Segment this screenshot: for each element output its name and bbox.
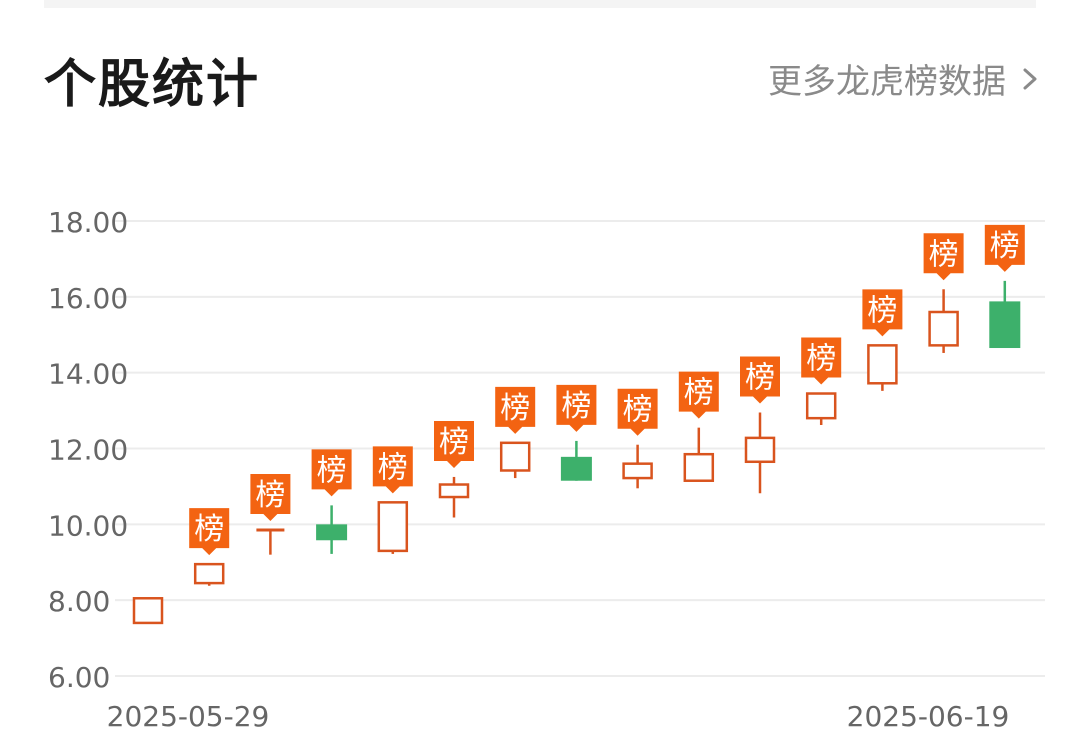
candle-body xyxy=(132,597,164,625)
y-tick-label: 8.00 xyxy=(48,585,110,618)
rank-badge xyxy=(923,233,964,281)
rank-badge xyxy=(617,388,658,436)
candle-body xyxy=(377,501,409,553)
rank-badge-label: 榜 xyxy=(561,389,591,424)
section-header: 个股统计 更多龙虎榜数据 xyxy=(44,40,1042,116)
y-tick-label: 16.00 xyxy=(48,282,128,315)
rank-badge xyxy=(862,289,903,337)
rank-badge xyxy=(189,508,230,556)
candle-body xyxy=(622,462,653,480)
chevron-right-icon xyxy=(1023,68,1037,89)
rank-badge-label: 榜 xyxy=(194,512,224,547)
rank-badge xyxy=(556,384,597,432)
rank-badge xyxy=(678,371,719,419)
rank-badge xyxy=(372,446,413,494)
rank-badge xyxy=(801,337,842,385)
y-tick-label: 12.00 xyxy=(48,434,128,467)
candle-body xyxy=(499,441,531,472)
rank-badge-label: 榜 xyxy=(378,450,408,485)
rank-badge-label: 榜 xyxy=(317,453,347,488)
y-tick-label: 18.00 xyxy=(48,206,128,239)
rank-badge-label: 榜 xyxy=(255,478,285,513)
candle-body xyxy=(867,344,898,385)
rank-badge-label: 榜 xyxy=(867,293,897,328)
candle-body xyxy=(805,392,837,420)
candle-body xyxy=(316,524,348,541)
candle-body xyxy=(193,562,225,585)
candle-body xyxy=(560,456,592,481)
x-tick-label-start: 2025-05-29 xyxy=(107,700,270,733)
y-tick-label: 6.00 xyxy=(48,661,110,694)
rank-badge xyxy=(250,474,291,522)
candle-body xyxy=(438,483,470,499)
rank-badge-label: 榜 xyxy=(500,391,530,426)
rank-badge-label: 榜 xyxy=(929,237,959,272)
rank-badge xyxy=(434,420,474,468)
candle-body xyxy=(928,310,959,347)
rank-badge-label: 榜 xyxy=(623,393,653,428)
candle-body xyxy=(744,436,776,464)
rank-badge xyxy=(740,356,780,404)
y-tick-label: 14.00 xyxy=(48,358,128,391)
top-divider-strip xyxy=(44,0,1036,8)
x-tick-label-end: 2025-06-19 xyxy=(847,700,1010,733)
rank-badge-label: 榜 xyxy=(684,376,714,411)
rank-badge xyxy=(311,449,352,497)
y-tick-label: 10.00 xyxy=(48,509,128,542)
rank-badge xyxy=(984,224,1025,272)
candle-body xyxy=(683,452,715,482)
more-dragon-tiger-data-link[interactable]: 更多龙虎榜数据 xyxy=(768,54,1042,103)
candle-body xyxy=(989,301,1021,349)
rank-badge-label: 榜 xyxy=(990,229,1020,264)
rank-badge-label: 榜 xyxy=(806,342,836,377)
rank-badge-label: 榜 xyxy=(439,425,469,460)
page-title: 个股统计 xyxy=(44,55,261,115)
rank-badge xyxy=(495,386,536,434)
more-link-label: 更多龙虎榜数据 xyxy=(768,62,1006,102)
rank-badge-label: 榜 xyxy=(745,360,775,395)
